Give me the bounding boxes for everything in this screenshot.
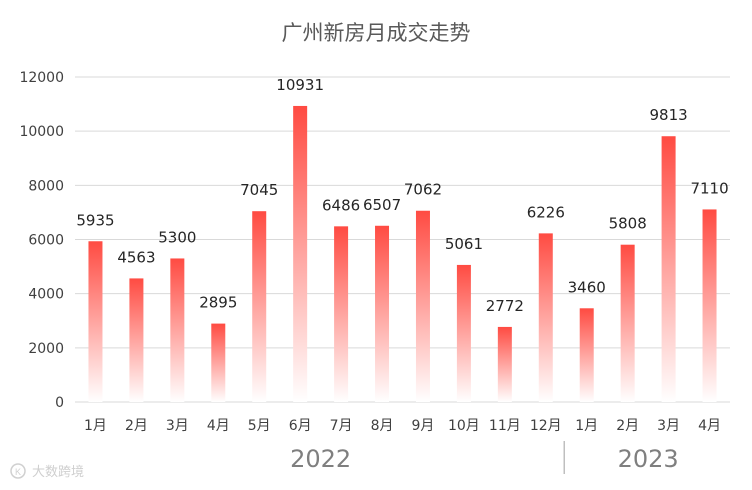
x-tick-label: 6月	[289, 418, 312, 434]
x-tick-label: 5月	[248, 418, 271, 434]
y-tick-label: 12000	[19, 70, 64, 86]
bar	[334, 226, 349, 402]
bar	[129, 278, 144, 402]
data-label: 5935	[76, 211, 114, 229]
data-label: 10931	[276, 76, 324, 94]
x-axis-ticks: 1月 2月 3月 4月 5月 6月 7月 8月 9月 10月 11月 12月 1月 2月 3月 4月	[84, 418, 721, 434]
bar	[497, 326, 512, 402]
bar	[456, 264, 471, 402]
y-tick-label: 2000	[28, 341, 64, 357]
y-tick-label: 6000	[28, 233, 64, 249]
data-label: 6226	[527, 203, 565, 221]
data-label: 7110	[690, 179, 728, 197]
y-tick-label: 8000	[28, 178, 64, 194]
x-tick-label: 4月	[207, 418, 230, 434]
x-tick-label: 11月	[489, 418, 521, 434]
x-tick-label: 1月	[575, 418, 598, 434]
y-tick-label: 4000	[28, 287, 64, 303]
y-axis-ticks: 0 2000 4000 6000 8000 10000 12000	[19, 70, 64, 411]
bar	[252, 211, 267, 402]
bar	[661, 136, 676, 402]
year-groups: 2022 2023	[290, 441, 679, 474]
watermark-text: 大数跨境	[32, 465, 84, 480]
y-tick-label: 10000	[19, 124, 64, 140]
x-tick-label: 2月	[616, 418, 639, 434]
x-tick-label: 9月	[412, 418, 435, 434]
x-tick-label: 8月	[371, 418, 394, 434]
x-tick-label: 4月	[698, 418, 721, 434]
data-label: 6486	[322, 196, 360, 214]
bar	[211, 323, 226, 402]
bar	[538, 233, 553, 402]
x-tick-label: 7月	[330, 418, 353, 434]
bar	[293, 105, 308, 402]
x-tick-label: 3月	[657, 418, 680, 434]
y-tick-label: 0	[55, 395, 64, 411]
data-label: 4563	[117, 248, 155, 266]
data-label: 3460	[568, 278, 606, 296]
bar	[88, 241, 103, 402]
bar	[375, 225, 390, 402]
data-label: 7062	[404, 181, 442, 199]
data-label: 9813	[650, 106, 688, 124]
data-label: 2895	[199, 294, 237, 312]
bar	[170, 258, 185, 402]
data-label: 5300	[158, 228, 196, 246]
x-tick-label: 1月	[84, 418, 107, 434]
data-label: 5061	[445, 235, 483, 253]
year-label: 2023	[618, 445, 679, 473]
bar	[579, 308, 594, 402]
data-label: 6507	[363, 196, 401, 214]
x-tick-label: 10月	[448, 418, 480, 434]
x-tick-label: 3月	[166, 418, 189, 434]
svg-text:K: K	[15, 467, 21, 477]
year-label: 2022	[290, 445, 351, 473]
x-tick-label: 12月	[530, 418, 562, 434]
x-tick-label: 2月	[125, 418, 148, 434]
bar	[415, 210, 430, 402]
chart-title: 广州新房月成交走势	[282, 21, 471, 45]
bar	[620, 244, 635, 402]
kr-logo-icon: K	[10, 463, 26, 479]
data-label: 2772	[486, 297, 524, 315]
watermark: K 大数跨境	[10, 463, 84, 480]
bar	[702, 209, 717, 402]
data-label: 5808	[609, 215, 647, 233]
bars	[88, 105, 717, 402]
data-label: 7045	[240, 181, 278, 199]
